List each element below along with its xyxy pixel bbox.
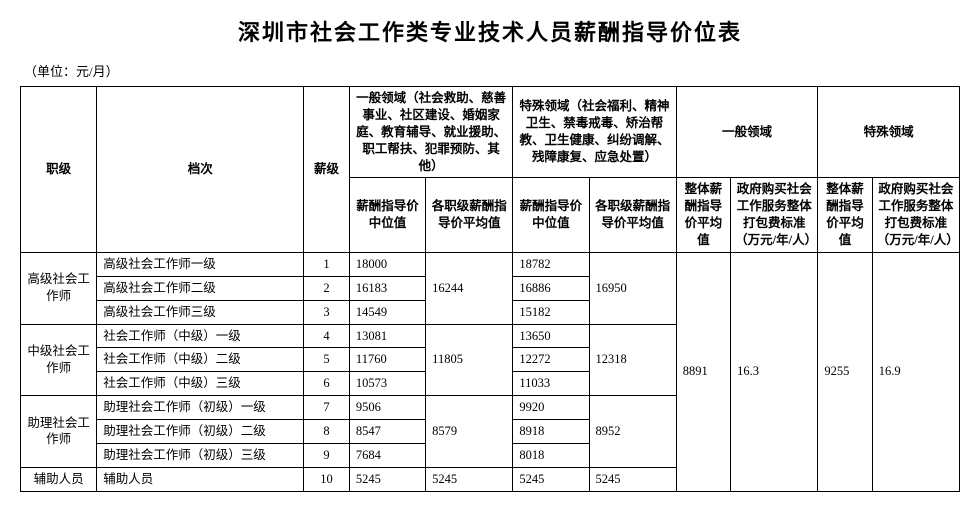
cell-special-median: 11033 xyxy=(513,372,589,396)
cell-grade: 4 xyxy=(304,324,350,348)
cell-special-avg: 12318 xyxy=(589,324,676,396)
cell-special-median: 5245 xyxy=(513,467,589,491)
cell-special-median: 18782 xyxy=(513,252,589,276)
cell-general-gov-pkg: 16.3 xyxy=(731,252,818,491)
cell-general-median: 10573 xyxy=(349,372,425,396)
th-special-desc: 特殊领域（社会福利、精神卫生、禁毒戒毒、矫治帮教、卫生健康、纠纷调解、残障康复、… xyxy=(513,87,676,178)
cell-general-overall-avg: 8891 xyxy=(676,252,730,491)
cell-tier: 辅助人员 xyxy=(97,467,304,491)
cell-special-median: 13650 xyxy=(513,324,589,348)
cell-general-median: 8547 xyxy=(349,420,425,444)
cell-grade: 9 xyxy=(304,443,350,467)
cell-grade: 7 xyxy=(304,396,350,420)
cell-tier: 高级社会工作师二级 xyxy=(97,276,304,300)
th-general-desc: 一般领域（社会救助、慈善事业、社区建设、婚姻家庭、教育辅导、就业援助、职工帮扶、… xyxy=(349,87,512,178)
cell-general-median: 5245 xyxy=(349,467,425,491)
cell-grade: 5 xyxy=(304,348,350,372)
cell-position: 高级社会工作师 xyxy=(21,252,97,324)
th-s-overall: 整体薪酬指导价平均值 xyxy=(818,178,872,253)
cell-general-median: 14549 xyxy=(349,300,425,324)
cell-tier: 社会工作师（中级）三级 xyxy=(97,372,304,396)
table-row: 高级社会工作师高级社会工作师一级118000162441878216950889… xyxy=(21,252,960,276)
cell-general-avg: 5245 xyxy=(426,467,513,491)
cell-tier: 高级社会工作师三级 xyxy=(97,300,304,324)
th-g-pkg: 政府购买社会工作服务整体打包费标准（万元/年/人） xyxy=(731,178,818,253)
cell-position: 辅助人员 xyxy=(21,467,97,491)
cell-special-overall-avg: 9255 xyxy=(818,252,872,491)
th-g-overall: 整体薪酬指导价平均值 xyxy=(676,178,730,253)
cell-general-median: 11760 xyxy=(349,348,425,372)
cell-tier: 社会工作师（中级）二级 xyxy=(97,348,304,372)
th-tier: 档次 xyxy=(97,87,304,253)
cell-general-median: 13081 xyxy=(349,324,425,348)
th-position: 职级 xyxy=(21,87,97,253)
cell-general-avg: 8579 xyxy=(426,396,513,468)
cell-special-avg: 8952 xyxy=(589,396,676,468)
cell-tier: 社会工作师（中级）一级 xyxy=(97,324,304,348)
cell-general-median: 16183 xyxy=(349,276,425,300)
cell-general-median: 7684 xyxy=(349,443,425,467)
cell-special-median: 8018 xyxy=(513,443,589,467)
cell-general-avg: 11805 xyxy=(426,324,513,396)
cell-general-median: 9506 xyxy=(349,396,425,420)
th-s-avg: 各职级薪酬指导价平均值 xyxy=(589,178,676,253)
th-s-median: 薪酬指导价中位值 xyxy=(513,178,589,253)
page-title: 深圳市社会工作类专业技术人员薪酬指导价位表 xyxy=(20,15,960,47)
cell-position: 中级社会工作师 xyxy=(21,324,97,396)
table-head: 职级 档次 薪级 一般领域（社会救助、慈善事业、社区建设、婚姻家庭、教育辅导、就… xyxy=(21,87,960,253)
cell-special-median: 9920 xyxy=(513,396,589,420)
cell-tier: 高级社会工作师一级 xyxy=(97,252,304,276)
cell-special-median: 16886 xyxy=(513,276,589,300)
th-grade: 薪级 xyxy=(304,87,350,253)
cell-grade: 6 xyxy=(304,372,350,396)
cell-grade: 1 xyxy=(304,252,350,276)
cell-special-median: 12272 xyxy=(513,348,589,372)
th-g-avg: 各职级薪酬指导价平均值 xyxy=(426,178,513,253)
cell-special-avg: 16950 xyxy=(589,252,676,324)
unit-label: （单位：元/月） xyxy=(24,61,960,80)
cell-grade: 8 xyxy=(304,420,350,444)
cell-general-median: 18000 xyxy=(349,252,425,276)
cell-general-avg: 16244 xyxy=(426,252,513,324)
salary-table: 职级 档次 薪级 一般领域（社会救助、慈善事业、社区建设、婚姻家庭、教育辅导、就… xyxy=(20,86,960,492)
table-body: 高级社会工作师高级社会工作师一级118000162441878216950889… xyxy=(21,252,960,491)
cell-grade: 10 xyxy=(304,467,350,491)
th-special-domain: 特殊领域 xyxy=(818,87,960,178)
cell-grade: 2 xyxy=(304,276,350,300)
cell-tier: 助理社会工作师（初级）一级 xyxy=(97,396,304,420)
th-s-pkg: 政府购买社会工作服务整体打包费标准（万元/年/人） xyxy=(872,178,959,253)
cell-special-avg: 5245 xyxy=(589,467,676,491)
th-g-median: 薪酬指导价中位值 xyxy=(349,178,425,253)
th-general-domain: 一般领域 xyxy=(676,87,818,178)
cell-tier: 助理社会工作师（初级）三级 xyxy=(97,443,304,467)
cell-grade: 3 xyxy=(304,300,350,324)
cell-special-median: 15182 xyxy=(513,300,589,324)
cell-special-median: 8918 xyxy=(513,420,589,444)
cell-tier: 助理社会工作师（初级）二级 xyxy=(97,420,304,444)
cell-position: 助理社会工作师 xyxy=(21,396,97,468)
cell-special-gov-pkg: 16.9 xyxy=(872,252,959,491)
